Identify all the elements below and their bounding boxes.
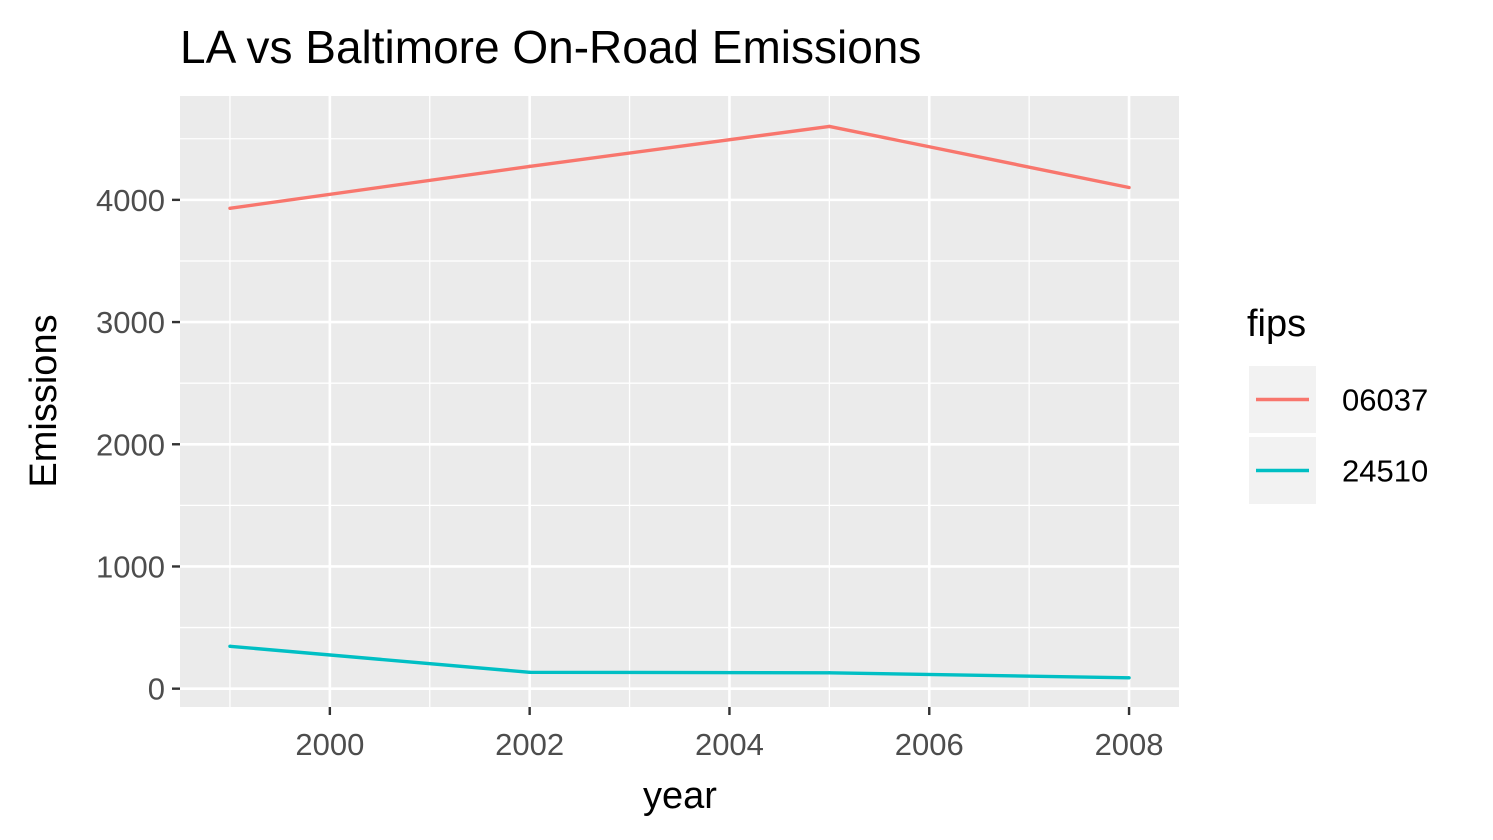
legend-label: 24510 xyxy=(1342,454,1428,489)
x-axis: 2000 2002 2004 2006 2008 xyxy=(295,707,1164,762)
legend-entries: 06037 24510 xyxy=(1249,366,1428,504)
series-line-24510 xyxy=(229,644,1130,680)
legend-label: 06037 xyxy=(1342,383,1428,418)
chart-title: LA vs Baltimore On-Road Emissions xyxy=(180,21,921,73)
y-tick-label-1: 1000 xyxy=(96,549,165,584)
x-tick-label-1: 2002 xyxy=(495,727,564,762)
y-tick-label-4: 4000 xyxy=(96,183,165,218)
x-tick-label-3: 2006 xyxy=(895,727,964,762)
data-point-06037-2008 xyxy=(1127,185,1131,190)
legend: fips 06037 24510 xyxy=(1247,303,1428,504)
series-line-06037 xyxy=(229,124,1130,210)
y-tick-label-3: 3000 xyxy=(96,305,165,340)
data-point-24510-2008 xyxy=(1127,676,1131,680)
legend-entry-06037: 06037 xyxy=(1249,366,1428,433)
x-axis-title: year xyxy=(643,775,717,817)
legend-title: fips xyxy=(1247,303,1306,345)
x-tick-label-0: 2000 xyxy=(295,727,364,762)
major-gridlines xyxy=(180,96,1179,707)
y-tick-label-2: 2000 xyxy=(96,427,165,462)
y-axis: 0 1000 2000 3000 4000 xyxy=(96,183,180,707)
minor-gridlines xyxy=(180,96,1179,707)
data-point-24510-2005 xyxy=(827,671,832,675)
series-lines xyxy=(228,124,1131,680)
plot-panel xyxy=(180,96,1179,707)
y-tick-label-0: 0 xyxy=(148,672,165,707)
legend-entry-24510: 24510 xyxy=(1249,437,1428,504)
x-tick-label-2: 2004 xyxy=(695,727,764,762)
x-tick-label-4: 2008 xyxy=(1095,727,1164,762)
data-point-06037-2005 xyxy=(827,124,832,129)
data-point-24510-2002 xyxy=(527,670,532,674)
data-point-24510-1999 xyxy=(228,644,232,648)
y-axis-title: Emissions xyxy=(23,314,65,487)
data-point-06037-1999 xyxy=(228,206,232,211)
data-point-06037-2002 xyxy=(527,164,532,169)
